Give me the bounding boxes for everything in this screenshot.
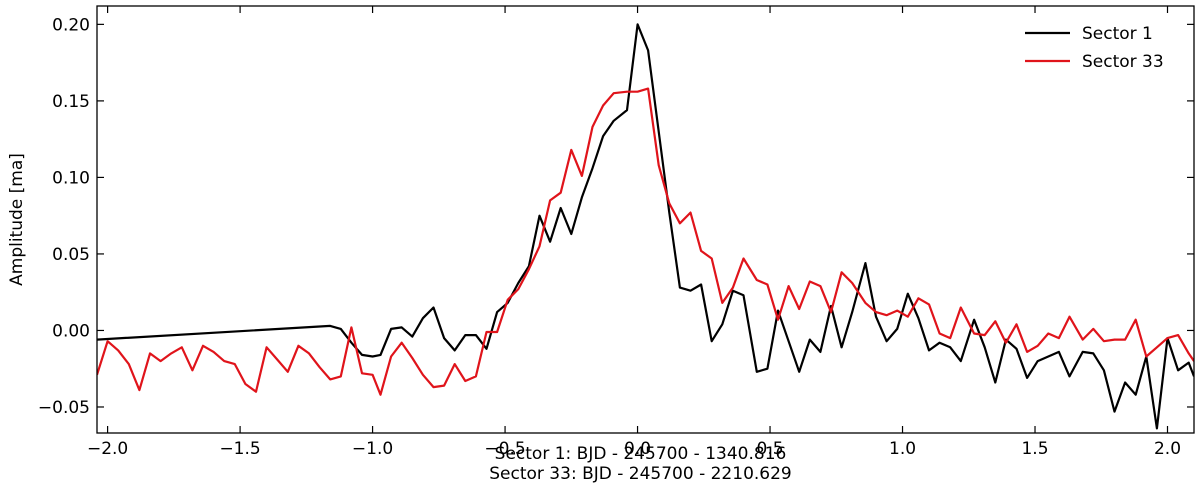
x-tick-label: −1.5: [219, 439, 260, 459]
y-tick-label: 0.05: [52, 245, 90, 265]
x-tick-label: 1.5: [1021, 439, 1048, 459]
legend: Sector 1 Sector 33: [1025, 24, 1164, 72]
x-axis-label-line-1: Sector 1: BJD - 245700 - 1340.816: [495, 444, 787, 464]
y-tick-label: 0.15: [52, 92, 90, 112]
y-tick-label: 0.00: [52, 321, 90, 341]
legend-label-sector-1: Sector 1: [1082, 24, 1153, 44]
x-tick-label: −0.5: [484, 439, 525, 459]
y-axis-label: Amplitude [ma]: [7, 153, 27, 286]
legend-label-sector-33: Sector 33: [1082, 52, 1164, 72]
series-line-1: [97, 23, 1194, 430]
x-tick-label: 1.0: [889, 439, 916, 459]
x-axis-label-line-2: Sector 33: BJD - 245700 - 2210.629: [489, 464, 791, 484]
x-tick-label: 2.0: [1154, 439, 1181, 459]
y-tick-label: 0.10: [52, 168, 90, 188]
series-line-2: [97, 87, 1194, 396]
y-tick-label: 0.20: [52, 15, 90, 35]
x-tick-label: 0.0: [624, 439, 651, 459]
axes-layer: −2.0 −1.5 −1.0 −0.5 0.0 0.5 1.0 1.5 2.0 −0.05 0.00…: [38, 5, 1195, 459]
plot-frame: [96, 5, 1195, 434]
series-layer: [97, 23, 1194, 430]
y-tick-label: −0.05: [38, 398, 90, 418]
x-tick-label: −1.0: [352, 439, 393, 459]
x-tick-label: −2.0: [87, 439, 128, 459]
x-tick-label: 0.5: [757, 439, 784, 459]
